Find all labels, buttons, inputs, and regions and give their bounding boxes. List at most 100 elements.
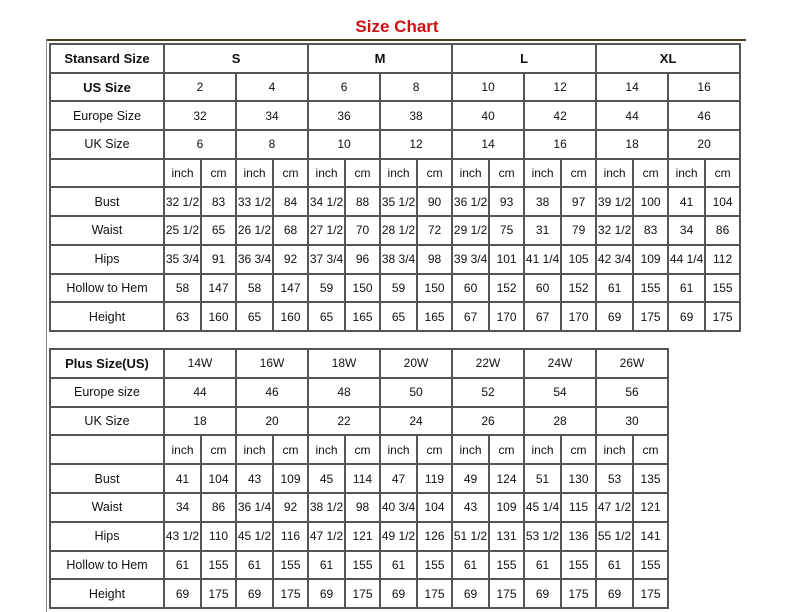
table-cell: 104 xyxy=(416,491,453,523)
table-cell: 165 xyxy=(416,301,454,332)
table-cell: 65 xyxy=(235,301,274,332)
table-cell: 105 xyxy=(560,243,598,275)
unit-label: cm xyxy=(416,434,453,466)
unit-label: cm xyxy=(272,434,309,466)
table-cell: 175 xyxy=(416,578,453,610)
frame-divider xyxy=(46,39,746,41)
table-cell: 67 xyxy=(451,301,491,332)
row-label: Bust xyxy=(49,463,165,494)
table-cell: 43 1/2 xyxy=(163,520,202,552)
row-label: UK Size xyxy=(49,129,165,160)
table-cell: 114 xyxy=(344,463,381,494)
table-cell: 61 xyxy=(307,549,346,581)
table-cell: 26 xyxy=(451,405,525,437)
row-label: Waist xyxy=(49,491,165,523)
table-cell: 18 xyxy=(163,405,237,437)
table-cell: 41 1/4 xyxy=(523,243,563,275)
table-cell: 47 xyxy=(379,463,418,494)
table-cell: 38 3/4 xyxy=(379,243,419,275)
table-cell: 12 xyxy=(523,71,598,103)
table-cell: 39 3/4 xyxy=(451,243,491,275)
table-cell: 16 xyxy=(667,71,742,103)
table-cell: 16 xyxy=(523,129,598,160)
table-cell: 31 xyxy=(523,215,563,246)
unit-label: inch xyxy=(595,434,634,466)
table-cell: 43 xyxy=(451,491,490,523)
table-cell: 42 3/4 xyxy=(595,243,635,275)
table-cell: 28 1/2 xyxy=(379,215,419,246)
table-cell: 98 xyxy=(344,491,381,523)
table-cell: 124 xyxy=(488,463,525,494)
table-cell: 44 1/4 xyxy=(667,243,707,275)
table-cell: 136 xyxy=(560,520,597,552)
measurement-row: Height 63 160 65 160 65 165 65 165 67 170 67 170 69 17… xyxy=(49,301,742,332)
size-header: 18W xyxy=(307,348,381,379)
size-header: 26W xyxy=(595,348,669,379)
table-cell: 72 xyxy=(416,215,454,246)
table-cell: 35 3/4 xyxy=(163,243,202,275)
table-cell: 131 xyxy=(488,520,525,552)
table-cell: 38 1/2 xyxy=(307,491,346,523)
table-cell: 160 xyxy=(271,301,310,332)
table-cell: 41 xyxy=(163,463,202,494)
unit-label: inch xyxy=(451,434,490,466)
table-cell: 121 xyxy=(344,520,381,552)
table-cell: 65 xyxy=(379,301,419,332)
table-cell: 61 xyxy=(523,549,562,581)
unit-label: inch xyxy=(451,157,491,189)
unit-label: cm xyxy=(488,434,525,466)
table-cell: 155 xyxy=(272,549,309,581)
table-cell: 8 xyxy=(379,71,454,103)
table-cell: 12 xyxy=(379,129,454,160)
header-row: Stansard Size S M L XL xyxy=(49,43,742,74)
table-cell: 83 xyxy=(200,186,237,218)
table-cell: 46 xyxy=(235,376,309,408)
size-header: 16W xyxy=(235,348,309,379)
measurement-row: Bust 41 104 43 109 45 114 47 119 49 124 51 130 53 135 xyxy=(49,463,740,494)
table-cell: 60 xyxy=(523,272,563,304)
measurement-row: Hips 35 3/4 91 36 3/4 92 37 3/4 96 38 3/4 98 39 3… xyxy=(49,243,742,275)
table-cell: 175 xyxy=(632,301,670,332)
table-cell: 29 1/2 xyxy=(451,215,491,246)
table-cell: 4 xyxy=(234,71,310,103)
table-cell: 49 xyxy=(451,463,490,494)
unit-label: inch xyxy=(307,434,346,466)
measurement-row: Bust 32 1/2 83 33 1/2 84 34 1/2 88 35 1/2 90 36 1… xyxy=(49,186,742,218)
measurement-row: Waist 34 86 36 1/4 92 38 1/2 98 40 3/4 104 43 109 4… xyxy=(49,491,740,523)
table-cell: 37 3/4 xyxy=(307,243,347,275)
table-cell: 115 xyxy=(560,491,597,523)
table-cell: 90 xyxy=(416,186,454,218)
unit-label: cm xyxy=(488,157,526,189)
table-cell: 69 xyxy=(595,301,635,332)
table-cell: 92 xyxy=(271,243,310,275)
table-cell: 68 xyxy=(271,215,310,246)
table-cell: 43 xyxy=(235,463,274,494)
table-cell: 36 xyxy=(307,100,382,132)
table-cell: 53 xyxy=(595,463,634,494)
table-cell: 32 1/2 xyxy=(595,215,635,246)
table-cell: 38 xyxy=(523,186,563,218)
table-cell: 69 xyxy=(163,578,202,610)
page-title: Size Chart xyxy=(355,17,439,36)
table-cell: 61 xyxy=(595,272,635,304)
table-cell: 170 xyxy=(560,301,598,332)
table-cell: 165 xyxy=(344,301,382,332)
table-cell: 135 xyxy=(632,463,669,494)
size-header: 14W xyxy=(163,348,237,379)
table-cell: 61 xyxy=(235,549,274,581)
table-cell: 109 xyxy=(632,243,670,275)
table-cell: 69 xyxy=(523,578,562,610)
unit-label: cm xyxy=(632,157,670,189)
table-cell: 59 xyxy=(379,272,419,304)
unit-label: inch xyxy=(307,157,347,189)
table-cell: 34 xyxy=(234,100,310,132)
row-label xyxy=(49,434,165,466)
unit-label: inch xyxy=(523,434,562,466)
table-cell: 175 xyxy=(200,578,237,610)
table-cell: 152 xyxy=(488,272,526,304)
table-cell: 69 xyxy=(307,578,346,610)
table-cell: 40 xyxy=(451,100,526,132)
row-label: Hollow to Hem xyxy=(49,549,165,581)
table-cell: 100 xyxy=(632,186,670,218)
table-cell: 93 xyxy=(488,186,526,218)
